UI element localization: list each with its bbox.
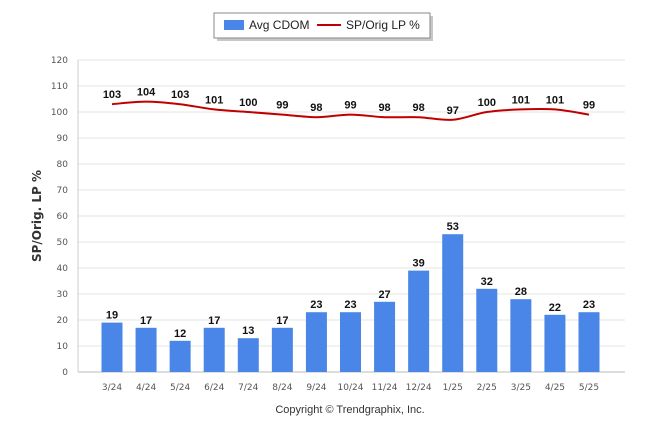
y-tick-label: 0 [62, 368, 68, 378]
y-tick-label: 10 [57, 342, 69, 352]
x-tick-label: 9/24 [306, 383, 326, 393]
bar-value-label: 28 [515, 286, 527, 298]
bar [340, 312, 361, 372]
legend: Avg CDOM SP/Orig LP % [213, 12, 433, 41]
line-value-label: 98 [310, 102, 322, 114]
x-tick-label: 6/24 [204, 383, 224, 393]
y-tick-label: 30 [57, 290, 69, 300]
line-value-label: 98 [413, 102, 425, 114]
legend-label-bar-series: Avg CDOM [249, 18, 309, 32]
bar-value-label: 27 [378, 289, 390, 301]
bar-value-label: 17 [208, 315, 220, 327]
line-value-label: 99 [583, 100, 595, 112]
bar [101, 322, 123, 372]
line-value-label: 101 [546, 94, 564, 106]
bar [578, 312, 600, 372]
bar [510, 299, 532, 372]
y-tick-label: 60 [57, 212, 69, 222]
line-value-label: 99 [276, 100, 288, 112]
y-tick-label: 70 [57, 186, 69, 196]
bar-series: 19 17 12 17 13 17 23 23 27 39 53 32 28 22 23 [101, 221, 600, 372]
y-axis-title: SP/Orig. LP % [30, 170, 44, 262]
bar [271, 327, 293, 372]
bar [135, 327, 157, 372]
bar [544, 314, 566, 372]
bar [442, 234, 464, 372]
bar-value-label: 17 [140, 315, 152, 327]
x-tick-label: 3/25 [511, 383, 531, 393]
y-axis-ticks: 0 10 20 30 40 50 60 70 80 90 100 110 120 [51, 56, 68, 378]
y-tick-label: 80 [57, 160, 69, 170]
bar-value-label: 22 [549, 302, 561, 314]
line-value-label: 97 [447, 105, 459, 117]
line-value-label: 98 [378, 102, 390, 114]
line-value-label: 103 [171, 89, 189, 101]
x-tick-label: 5/25 [579, 383, 599, 393]
bar [408, 270, 430, 372]
legend-label-line-series: SP/Orig LP % [346, 18, 420, 32]
y-tick-label: 120 [51, 56, 68, 66]
bar-value-label: 12 [174, 328, 186, 340]
line-value-label: 103 [103, 89, 121, 101]
line-value-label: 101 [512, 94, 530, 106]
bar-value-label: 53 [447, 221, 459, 233]
bar-value-label: 13 [242, 325, 254, 337]
x-tick-label: 7/24 [238, 383, 258, 393]
x-tick-label: 2/25 [477, 383, 497, 393]
y-tick-label: 20 [57, 316, 69, 326]
x-tick-label: 4/25 [545, 383, 565, 393]
x-tick-label: 3/24 [102, 383, 122, 393]
line-value-label: 101 [205, 94, 223, 106]
y-tick-label: 110 [51, 82, 68, 92]
line-path [111, 100, 590, 121]
line-value-label: 99 [344, 100, 356, 112]
x-axis-ticks: 3/24 4/24 5/24 6/24 7/24 8/24 9/24 10/24 11/24 12… [102, 383, 599, 393]
x-tick-label: 5/24 [170, 383, 190, 393]
bar [476, 288, 498, 372]
bar-value-label: 23 [583, 299, 595, 311]
x-tick-label: 4/24 [136, 383, 156, 393]
line-value-label: 100 [478, 97, 496, 109]
legend-swatch-bar [224, 20, 244, 30]
line-series: 103 104 103 101 100 99 98 99 98 98 97 100 101 101 99 [103, 87, 595, 121]
bar [305, 312, 327, 372]
bar-value-label: 32 [481, 276, 493, 288]
x-tick-label: 10/24 [338, 383, 364, 393]
bar-value-label: 23 [344, 299, 356, 311]
bar [237, 338, 259, 372]
x-tick-label: 11/24 [372, 383, 398, 393]
bar-value-label: 19 [106, 310, 118, 322]
x-tick-label: 8/24 [272, 383, 292, 393]
line-value-label: 100 [239, 97, 257, 109]
bar [374, 301, 396, 372]
x-tick-label: 12/24 [406, 383, 432, 393]
bar-value-label: 39 [413, 258, 425, 270]
bar-value-label: 23 [310, 299, 322, 311]
bar [203, 327, 225, 372]
bar-value-label: 17 [276, 315, 288, 327]
y-tick-label: 40 [57, 264, 69, 274]
bar [169, 340, 191, 372]
x-tick-label: 1/25 [443, 383, 463, 393]
line-value-label: 104 [137, 87, 156, 99]
copyright-footer: Copyright © Trendgraphix, Inc. [275, 404, 424, 416]
y-tick-label: 90 [57, 134, 69, 144]
y-tick-label: 100 [51, 108, 68, 118]
y-tick-label: 50 [57, 238, 69, 248]
